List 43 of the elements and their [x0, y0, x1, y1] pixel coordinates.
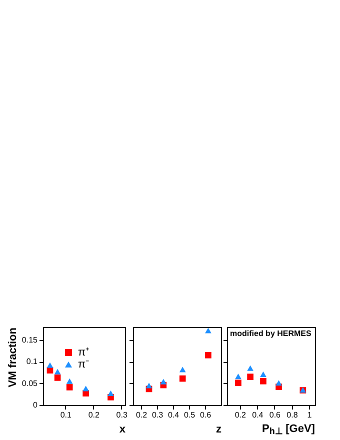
x-tick-label: 0.6	[269, 410, 282, 420]
point	[247, 365, 254, 371]
y-tick-label: 0.1	[26, 357, 38, 366]
point	[247, 374, 254, 380]
y-tick-label: 0.15	[22, 336, 38, 344]
point	[66, 384, 73, 390]
legend-label: π⁻	[78, 358, 90, 370]
y-tick-label: 0.05	[22, 378, 38, 388]
point	[54, 368, 61, 374]
x-tick-label: 0.4	[252, 410, 264, 420]
point	[179, 366, 186, 372]
y-tick-label: 0	[33, 400, 38, 410]
x-tick-label: 1	[307, 410, 312, 420]
x-tick-label: 0.8	[286, 410, 298, 420]
point	[82, 386, 89, 392]
legend-label: π⁺	[78, 346, 90, 358]
x-tick-label: 0.2	[136, 410, 148, 420]
x-tick-label: 0.5	[184, 410, 196, 420]
x-tick-label: 0.3	[116, 410, 128, 420]
x-tick-label: 0.2	[88, 410, 100, 420]
point	[66, 378, 73, 384]
point	[108, 390, 114, 396]
x-axis-title: z	[216, 424, 222, 436]
point	[160, 378, 167, 384]
x-tick-label: 0.6	[200, 410, 212, 420]
annotation: modified by HERMES	[230, 329, 312, 338]
x-axis-title: x	[119, 424, 126, 436]
point	[146, 382, 152, 388]
point	[179, 375, 186, 382]
x-tick-label: 0.3	[152, 410, 164, 420]
point	[260, 378, 266, 384]
point	[205, 352, 212, 358]
x-tick-label: 0.2	[234, 410, 247, 420]
point	[54, 374, 61, 381]
x-tick-label: 0.1	[60, 410, 72, 420]
point	[235, 374, 242, 380]
point	[260, 371, 266, 377]
point	[205, 328, 212, 334]
point	[235, 380, 242, 386]
y-axis-title: VM fraction	[6, 327, 19, 388]
x-tick-label: 0.4	[168, 410, 180, 420]
point	[276, 380, 282, 386]
point	[46, 362, 54, 368]
